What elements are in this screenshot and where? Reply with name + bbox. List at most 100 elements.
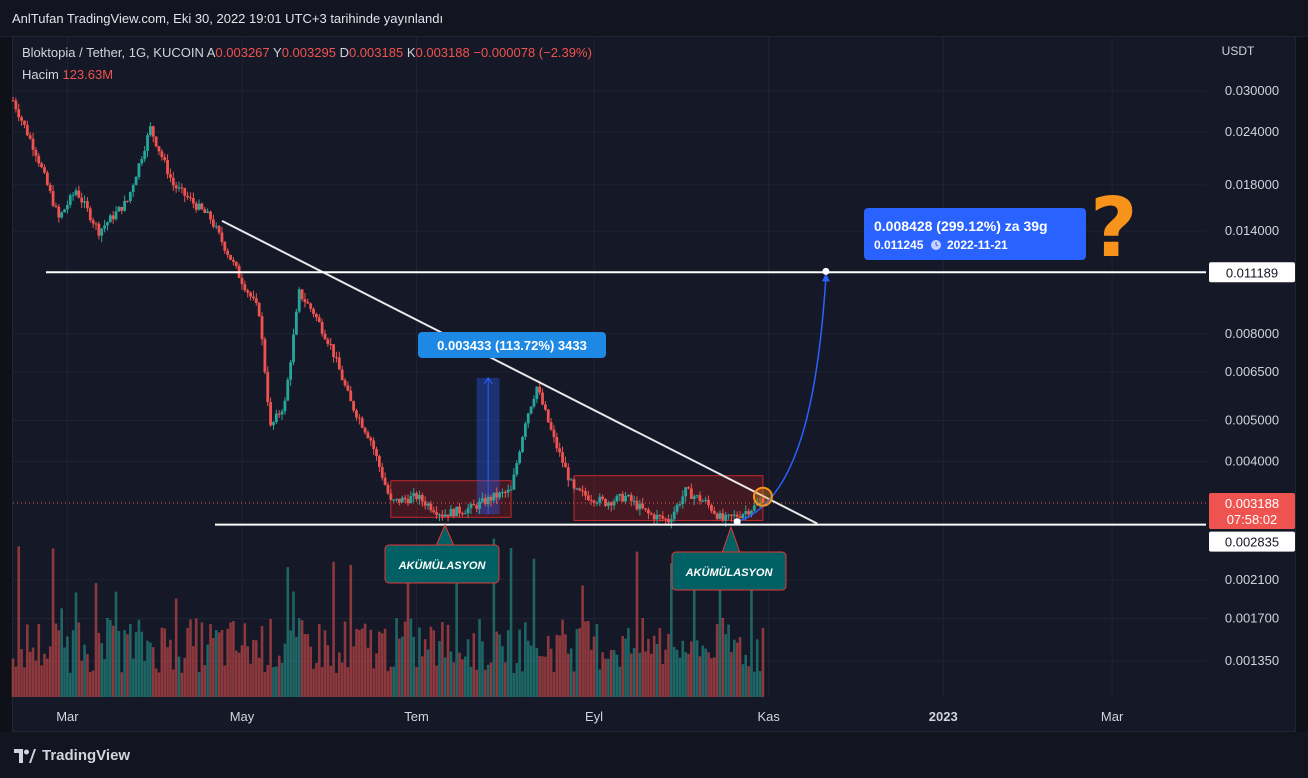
volume-bar: [730, 652, 733, 697]
volume-bar: [54, 623, 58, 697]
low-value: 0.003185: [348, 45, 404, 60]
volume-bar: [532, 558, 536, 697]
candle-body: [366, 432, 370, 439]
symbol-name[interactable]: Bloktopia / Tether, 1G, KUCOIN: [22, 45, 204, 60]
volume-bar: [329, 665, 333, 697]
volume-bar: [154, 668, 158, 697]
candle-body: [157, 146, 161, 152]
candle-body: [37, 155, 41, 164]
candle-body: [618, 494, 622, 496]
candle-body: [475, 505, 479, 509]
volume-bar: [624, 638, 627, 697]
accumulation-callout-1-text: AKÜMÜLASYON: [398, 559, 487, 572]
volume-bar: [246, 646, 250, 697]
descending-trendline: [221, 219, 818, 525]
last-price-tag-text: 0.003188: [1225, 496, 1279, 511]
target-callout-text: 0.011245: [874, 238, 924, 252]
volume-bar: [455, 572, 458, 697]
volume-bar: [601, 652, 604, 697]
volume-bar: [715, 624, 719, 697]
volume-bar: [103, 659, 106, 697]
volume-bar: [681, 640, 685, 697]
candle-body: [166, 159, 169, 175]
volume-bar: [672, 646, 676, 697]
candle-body: [252, 296, 255, 299]
candle-body: [761, 498, 765, 504]
volume-bar: [197, 672, 201, 697]
candle-body: [501, 492, 504, 494]
candle-body: [65, 205, 69, 210]
volume-bar: [718, 577, 722, 697]
volume-bar: [232, 621, 235, 697]
candle-body: [744, 511, 748, 515]
volume-bar: [406, 556, 410, 697]
volume-bar: [458, 652, 461, 697]
candle-body: [117, 206, 121, 212]
volume-bar: [358, 630, 361, 697]
chart-area[interactable]: [12, 36, 1296, 732]
candle-body: [332, 344, 335, 358]
volume-bar: [34, 660, 38, 697]
volume-bar: [80, 660, 83, 697]
candle-body: [103, 225, 106, 229]
volume-bar: [372, 668, 375, 697]
candle-body: [337, 357, 341, 370]
candle-body: [695, 495, 699, 497]
candle-body: [60, 212, 64, 218]
candle-body: [395, 498, 398, 500]
candle-body: [715, 513, 719, 519]
volume-bar: [392, 666, 395, 697]
tradingview-logo[interactable]: TradingView: [14, 747, 130, 764]
volume-bar: [169, 639, 172, 697]
candle-body: [398, 498, 401, 503]
volume-bar: [338, 652, 341, 697]
volume-bar: [146, 640, 149, 697]
volume-bar: [415, 666, 418, 697]
candle-body: [418, 494, 421, 500]
volume-bar: [661, 663, 665, 697]
volume-bar: [309, 646, 312, 697]
candle-body: [34, 149, 38, 156]
volume-bar: [137, 619, 141, 697]
candle-body: [57, 206, 61, 218]
volume-bar: [618, 666, 622, 697]
volume-bar: [538, 655, 541, 697]
candle-body: [503, 492, 507, 494]
volume-bar: [598, 669, 602, 697]
candle-body: [586, 495, 590, 501]
candle-body: [549, 422, 553, 430]
volume-bar: [163, 628, 167, 697]
candle-body: [710, 504, 713, 511]
candle-body: [512, 474, 516, 490]
candle-body: [140, 159, 144, 164]
volume-bar: [111, 625, 115, 697]
volume-bar: [452, 662, 456, 697]
volume-bar: [303, 634, 307, 697]
volume-bar: [423, 639, 427, 697]
accumulation-callout-1-box: [384, 544, 500, 584]
question-mark: ?: [1090, 181, 1138, 276]
volume-bar: [51, 548, 55, 697]
candle-body: [283, 400, 287, 412]
volume-bar: [435, 665, 438, 697]
volume-bar: [412, 636, 416, 697]
candle-body: [274, 413, 278, 423]
candle-body: [420, 494, 424, 502]
volume-bar: [690, 641, 693, 697]
volume-bar: [143, 660, 146, 697]
volume-bar: [607, 658, 610, 697]
volume-bar: [240, 645, 244, 697]
support-price-tag: 0.002835: [1209, 531, 1295, 552]
candle-body: [712, 510, 716, 514]
volume-bar: [501, 646, 504, 697]
candle-body: [426, 503, 430, 506]
volume-bar: [481, 641, 484, 697]
candle-body: [303, 299, 307, 303]
candle-body: [83, 201, 86, 203]
volume-bar: [761, 627, 765, 697]
volume-label[interactable]: Hacim: [22, 67, 59, 82]
candle-body: [529, 406, 533, 414]
volume-bar: [289, 630, 292, 697]
